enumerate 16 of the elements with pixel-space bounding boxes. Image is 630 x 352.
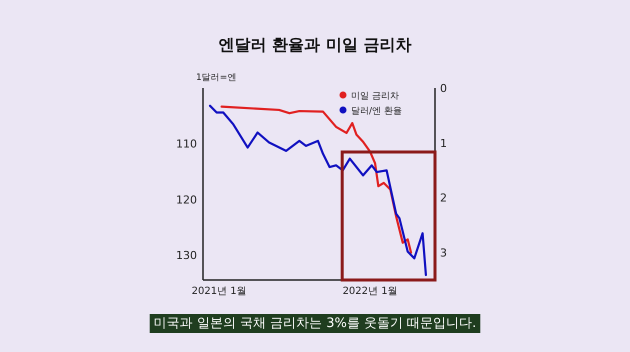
y-tick-label: 110 <box>176 138 197 151</box>
text: 미국과 일본의 국채 금리차는 3%를 웃돌기 때문입니다. <box>154 316 476 331</box>
x-tick-label: 2022년 1월 <box>342 286 398 297</box>
line-series <box>220 106 412 254</box>
chart-title: 엔달러 환율과 미일 금리차 <box>218 35 412 54</box>
y-axis-title: 1달러=엔 <box>196 73 236 83</box>
legend-label: 달러/엔 환율 <box>351 106 402 116</box>
y2-tick-label: 1 <box>440 136 447 150</box>
y2-tick-label: 2 <box>440 192 447 205</box>
y-tick-label: 120 <box>176 193 197 206</box>
y2-tick-label: 0 <box>440 82 447 95</box>
y-tick-label: 130 <box>176 248 197 262</box>
x-tick-label: 2021년 1월 <box>192 286 247 297</box>
legend-label: 미일 금리차 <box>351 92 399 102</box>
line-series <box>208 104 427 276</box>
y2-tick-label: 3 <box>440 246 447 260</box>
